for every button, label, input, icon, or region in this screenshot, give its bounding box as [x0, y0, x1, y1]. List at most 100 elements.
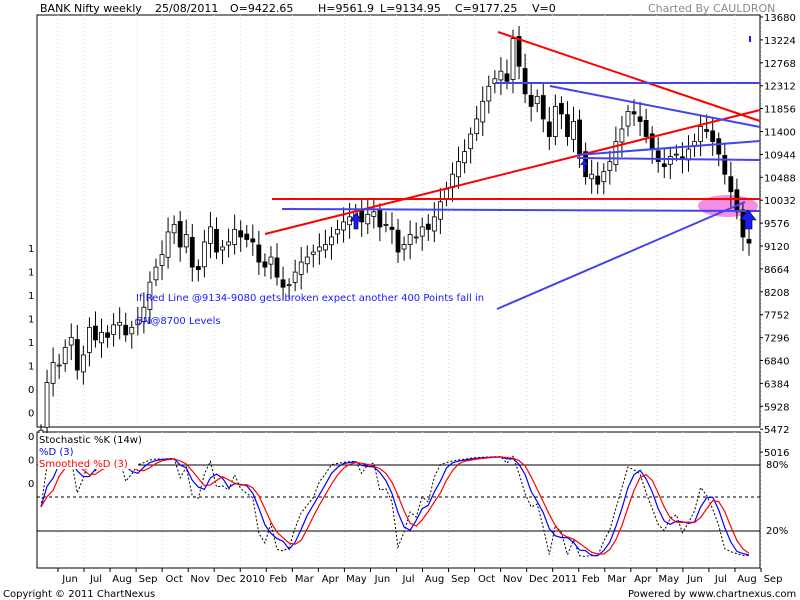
candle-body: [111, 324, 117, 335]
candle-body: [468, 133, 474, 150]
arrow-icon: [580, 160, 588, 172]
candle-body: [577, 119, 582, 155]
candle-body: [298, 261, 304, 275]
candle-body: [643, 120, 649, 137]
candle-body: [389, 226, 395, 230]
time-tick-label: 2010: [240, 574, 265, 585]
stoch-legend-d: %D (3): [39, 447, 74, 458]
candle-body: [286, 284, 292, 287]
candle-body: [728, 176, 734, 193]
time-tick-label: Nov: [503, 574, 523, 585]
candle-body: [655, 150, 661, 163]
price-tick-label: 5016: [764, 448, 789, 459]
time-tick-label: Feb: [269, 574, 287, 585]
time-tick-label: Mar: [295, 574, 315, 585]
candle-body: [516, 36, 522, 67]
header-open: O=9422.65: [230, 2, 293, 15]
candle-body: [244, 233, 250, 240]
price-tick-label: 8664: [764, 265, 789, 276]
price-tick-label: 13224: [764, 36, 796, 47]
time-tick-label: Jun: [374, 574, 391, 585]
time-tick-label: Oct: [478, 574, 495, 585]
candle-body: [262, 261, 268, 268]
time-tick-label: Aug: [112, 574, 132, 585]
candle-body: [310, 251, 316, 255]
footer-powered-by: Powered by www.chartnexus.com: [628, 589, 796, 600]
price-tick-label: 11856: [764, 105, 796, 116]
time-tick-label: Dec: [217, 574, 236, 585]
candle-body: [129, 326, 135, 335]
left-tick-label: 1: [28, 291, 34, 302]
candle-body: [413, 236, 419, 239]
price-axis-labels: 5016 5472 5928 6384 6840 7296 7752 8208 8664 9120…: [760, 13, 796, 459]
candle-body: [425, 223, 431, 230]
candle-body: [68, 336, 74, 346]
time-tick-label: Jun: [686, 574, 703, 585]
candle-body: [637, 116, 643, 122]
price-tick-label: 13680: [764, 13, 796, 24]
price-candles: [38, 25, 752, 466]
price-tick-label: 10944: [764, 150, 796, 161]
stoch-legend-bg: [38, 433, 138, 469]
time-tick-label: Apr: [322, 574, 340, 585]
candle-body: [365, 213, 371, 225]
candle-body: [383, 224, 389, 226]
blue-neckline: [576, 157, 761, 161]
time-tick-label: Jul: [714, 574, 727, 585]
stoch-tick-20: 20%: [766, 526, 788, 537]
candle-body: [147, 281, 153, 310]
candle-body: [335, 229, 340, 235]
price-tick-label: 9576: [764, 219, 789, 230]
candle-body: [704, 129, 710, 132]
left-tick-label: 1: [28, 338, 34, 349]
time-tick-label: Sep: [139, 574, 158, 585]
candle-body: [565, 114, 570, 137]
candle-body: [80, 354, 86, 373]
price-tick-label: 6840: [764, 357, 789, 368]
header-volume: V=0: [532, 2, 556, 15]
stochastic-panel-frame: [36, 431, 761, 569]
time-tick-label: Aug: [737, 574, 757, 585]
candle-body: [431, 216, 437, 232]
candle-body: [625, 111, 631, 127]
candle-body: [595, 175, 601, 185]
candle-body: [607, 161, 613, 171]
candle-body: [74, 339, 80, 371]
candle-body: [153, 266, 159, 281]
candle-body: [571, 121, 576, 140]
candle-body: [710, 130, 716, 142]
stochastic-lines: [40, 455, 750, 558]
candle-body: [734, 189, 740, 213]
candle-body: [329, 236, 334, 246]
left-tick-label: 0: [28, 432, 34, 443]
stoch-smoothed-line: [40, 456, 750, 555]
time-tick-label: Sep: [451, 574, 470, 585]
time-tick-label: May: [346, 574, 367, 585]
annotation-line-1: If Red Line @9134-9080 gets broken expec…: [136, 293, 484, 304]
candle-body: [480, 100, 486, 123]
candle-body: [504, 73, 510, 82]
candle-body: [661, 163, 667, 168]
candle-body: [135, 319, 141, 326]
marker-tick: [749, 36, 751, 42]
candle-body: [292, 271, 298, 283]
left-tick-label: 1: [28, 315, 34, 326]
left-tick-label: 0: [28, 409, 34, 420]
candle-body: [698, 126, 703, 142]
price-tick-label: 10488: [764, 173, 796, 184]
candle-body: [673, 153, 679, 156]
price-tick-label: 9120: [764, 242, 789, 253]
stoch-legend-smoothed: Smoothed %D (3): [39, 459, 128, 470]
candle-body: [256, 244, 262, 263]
left-tick-label: 0: [28, 385, 34, 396]
candle-body: [498, 70, 504, 81]
time-tick-label: Jul: [401, 574, 414, 585]
candle-body: [274, 257, 280, 278]
candle-body: [323, 244, 328, 251]
candle-body: [238, 230, 244, 238]
header-close: C=9177.25: [455, 2, 517, 15]
price-tick-label: 8208: [764, 288, 789, 299]
trendlines: [264, 31, 761, 310]
header-symbol: BANK Nifty weekly: [40, 2, 142, 15]
candle-body: [746, 239, 752, 244]
